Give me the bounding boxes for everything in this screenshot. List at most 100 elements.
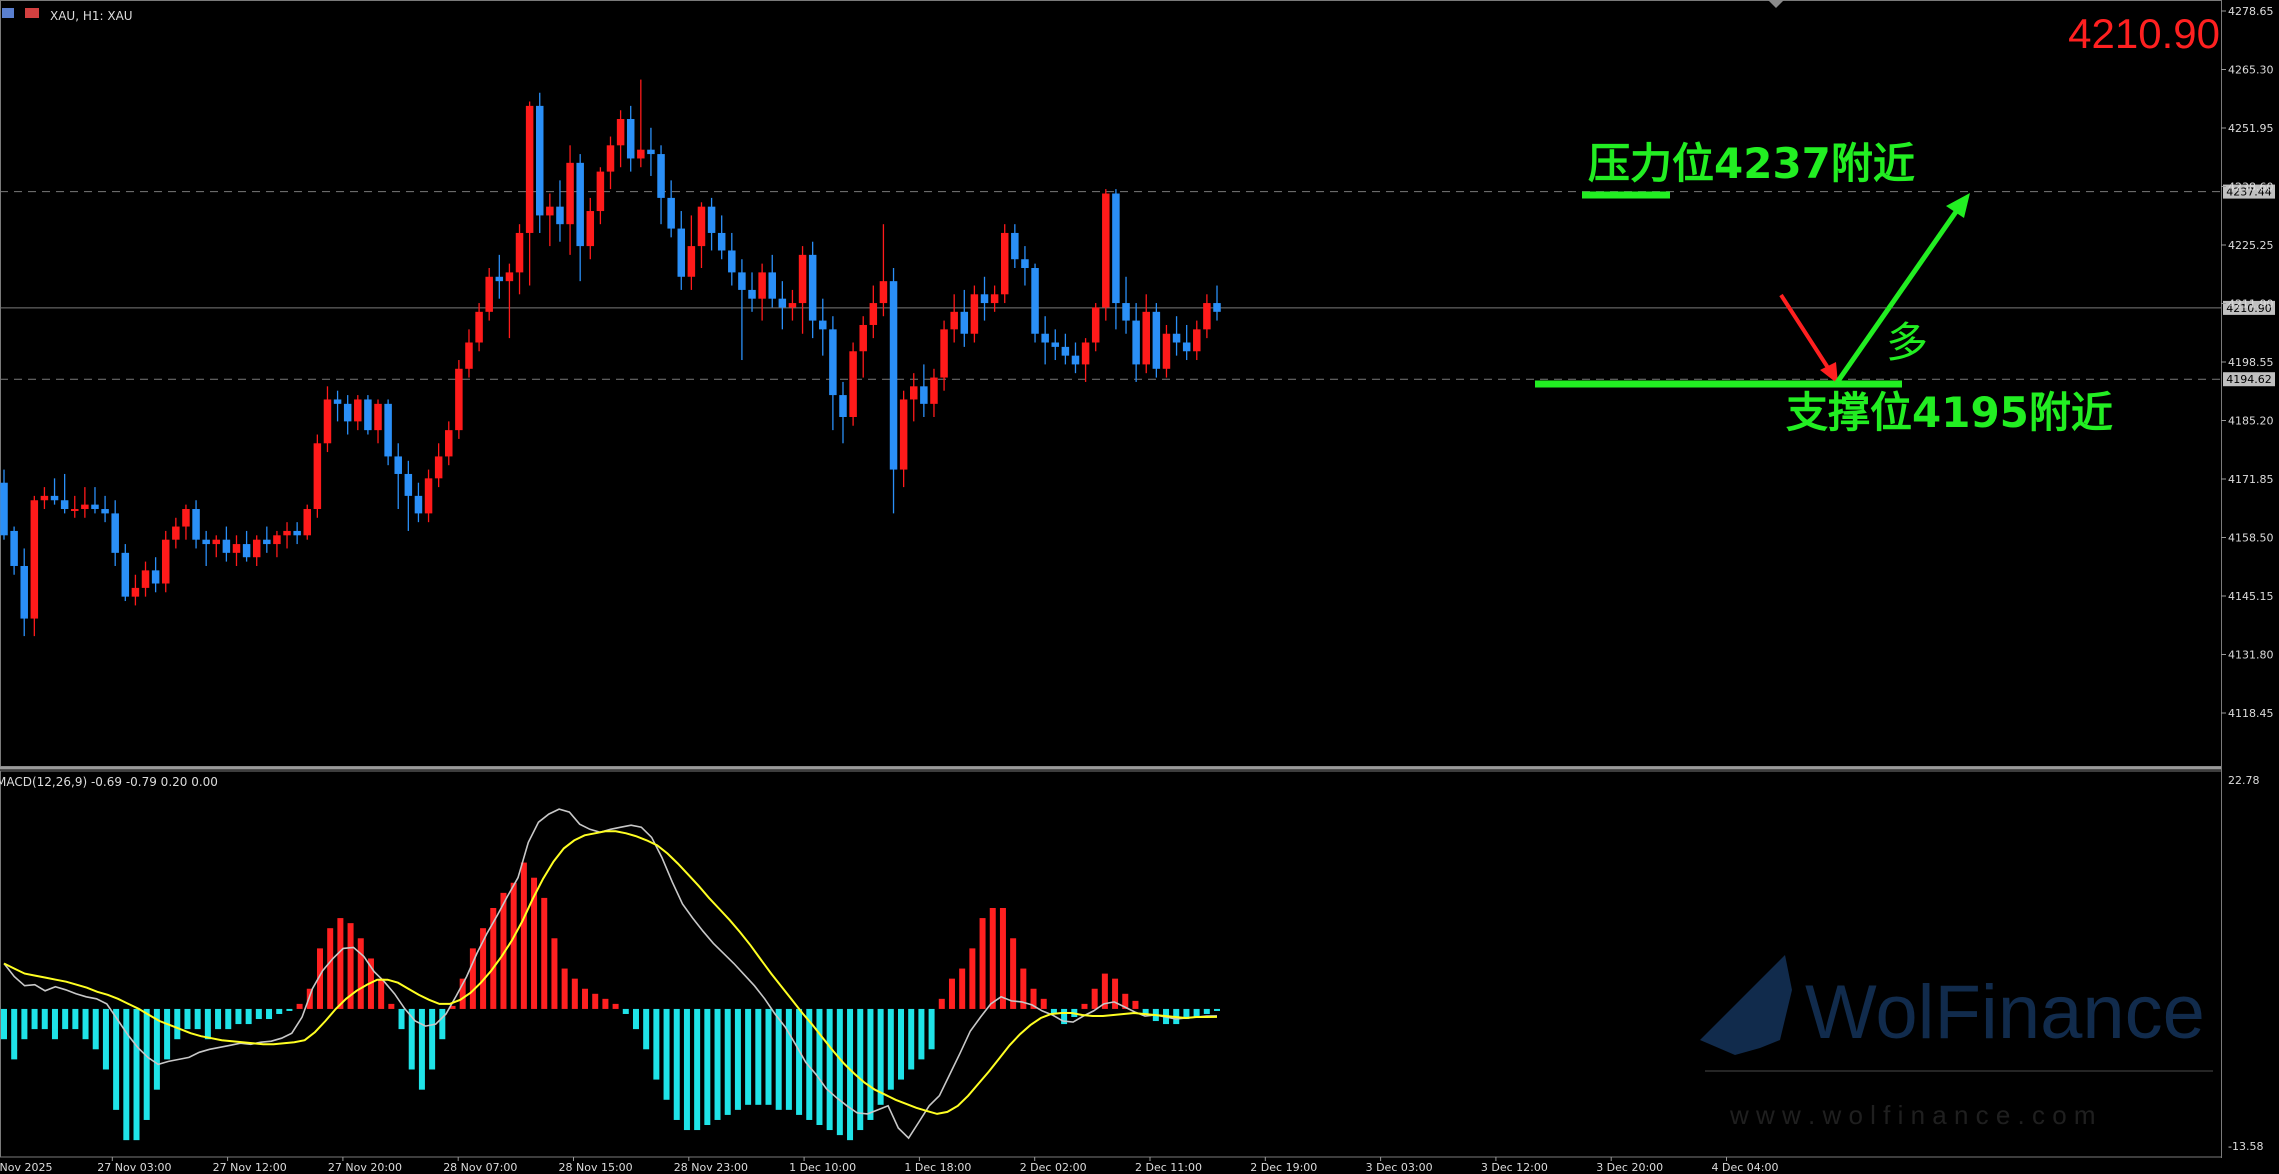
macd-histogram-bar [235, 1008, 242, 1025]
macd-histogram-bar [327, 928, 334, 1009]
macd-histogram-bar [266, 1008, 273, 1020]
candle-body [202, 539, 210, 545]
macd-histogram-bar [357, 938, 364, 1009]
price-tick-label: 4145.15 [2228, 590, 2274, 603]
macd-histogram-bar [174, 1008, 181, 1040]
candle-body [667, 197, 675, 229]
watermark-brand: WolFinance [1805, 970, 2205, 1055]
macd-signal-line [3, 830, 1218, 1115]
macd-axis-label: 22.78 [2228, 774, 2260, 787]
macd-histogram-bar [592, 993, 599, 1009]
menu-icon[interactable] [2, 8, 14, 18]
macd-histogram-bar [938, 998, 945, 1009]
candle-body [161, 539, 170, 584]
macd-histogram-bar [21, 1008, 28, 1040]
macd-histogram-bar [1203, 1008, 1210, 1014]
macd-histogram-bar [826, 1008, 833, 1131]
macd-histogram-bar [979, 918, 986, 1009]
candle-body [950, 311, 958, 330]
analysis-annotations: 压力位4237附近 支撑位4195附近 多 [1535, 139, 2113, 437]
candle-body [242, 544, 251, 558]
candle-body [576, 162, 584, 247]
candle-body [354, 399, 362, 422]
candle-body [374, 403, 382, 431]
macd-histogram-bar [785, 1008, 792, 1110]
time-tick-label: 3 Dec 20:00 [1596, 1161, 1663, 1174]
macd-histogram-bar [734, 1008, 741, 1110]
candle-body [980, 294, 989, 304]
macd-histogram-bar [836, 1008, 843, 1136]
macd-histogram-bar [663, 1008, 670, 1100]
candle-body [1172, 333, 1181, 343]
direction-label: 多 [1886, 318, 1928, 367]
candle-body [1041, 333, 1049, 343]
time-tick-label: 2 Dec 11:00 [1135, 1161, 1202, 1174]
price-tick-label: 4171.85 [2228, 473, 2274, 486]
candle-body [333, 399, 342, 404]
macd-histogram-bar [1214, 1008, 1220, 1011]
bullish-arrow [1833, 204, 1963, 386]
macd-histogram-bar [296, 1003, 303, 1009]
time-tick-label: 27 Nov 20:00 [328, 1161, 402, 1174]
candle-body [808, 254, 817, 321]
macd-histogram-bar [847, 1008, 854, 1141]
macd-histogram-bar [449, 1005, 456, 1009]
candle-body [455, 368, 463, 431]
candle-body [424, 478, 433, 514]
macd-histogram-bar [969, 948, 976, 1009]
candle-body [60, 500, 69, 510]
macd-histogram-bar [1030, 988, 1037, 1009]
candle-body [859, 324, 867, 352]
macd-histogram-bar [602, 998, 609, 1009]
candle-body [1182, 342, 1191, 352]
macd-histogram-bar [225, 1008, 232, 1030]
candle-body [81, 504, 89, 510]
candle-body [263, 539, 271, 545]
macd-histogram-bar [123, 1008, 130, 1141]
time-tick-label: 26 Nov 2025 [0, 1161, 52, 1174]
macd-histogram-bar [1101, 973, 1108, 1009]
macd-histogram-bar [378, 978, 385, 1009]
candle-body [111, 513, 119, 553]
candle-body [0, 482, 8, 536]
candle-body [232, 544, 241, 553]
time-tick-label: 3 Dec 03:00 [1366, 1161, 1433, 1174]
macd-histogram-bar [704, 1008, 711, 1126]
macd-histogram-bar [582, 988, 589, 1009]
macd-histogram-bar [887, 1008, 894, 1090]
price-level-tag [2223, 372, 2275, 387]
candle-body [748, 289, 756, 299]
price-level-tag [2223, 184, 2275, 199]
candle-body [990, 294, 999, 304]
macd-histogram-bar [948, 978, 955, 1009]
macd-histogram-bar [755, 1008, 762, 1105]
macd-histogram-bar [775, 1008, 782, 1110]
candle-body [970, 294, 979, 334]
candle-body [465, 342, 473, 369]
candle-body [1122, 303, 1130, 321]
macd-histogram-bar [765, 1008, 772, 1105]
candle-body [849, 351, 857, 417]
time-tick-label: 1 Dec 10:00 [789, 1161, 856, 1174]
candle-body [647, 149, 655, 155]
candle-body [819, 320, 827, 330]
price-tick-label: 4198.55 [2228, 356, 2274, 369]
time-tick-label: 2 Dec 19:00 [1250, 1161, 1317, 1174]
macd-histogram-bar [164, 1008, 171, 1060]
candle-body [677, 228, 686, 277]
candle-body [1112, 193, 1120, 304]
candle-body [40, 495, 49, 501]
macd-histogram-bar [62, 1008, 69, 1030]
symbol-label: XAU, H1: XAU [50, 9, 133, 23]
macd-histogram-bar [877, 1008, 884, 1105]
macd-histogram-bar [673, 1008, 680, 1120]
macd-histogram-bar [347, 923, 354, 1009]
macd-histogram-bar [245, 1008, 252, 1025]
macd-histogram-bar [999, 907, 1006, 1009]
candle-body [920, 386, 928, 404]
candle-body [364, 399, 372, 431]
macd-histogram-bar [204, 1008, 211, 1040]
scroll-marker-icon[interactable] [1768, 0, 1784, 8]
candle-body [273, 535, 281, 545]
macd-histogram-bar [72, 1008, 79, 1030]
